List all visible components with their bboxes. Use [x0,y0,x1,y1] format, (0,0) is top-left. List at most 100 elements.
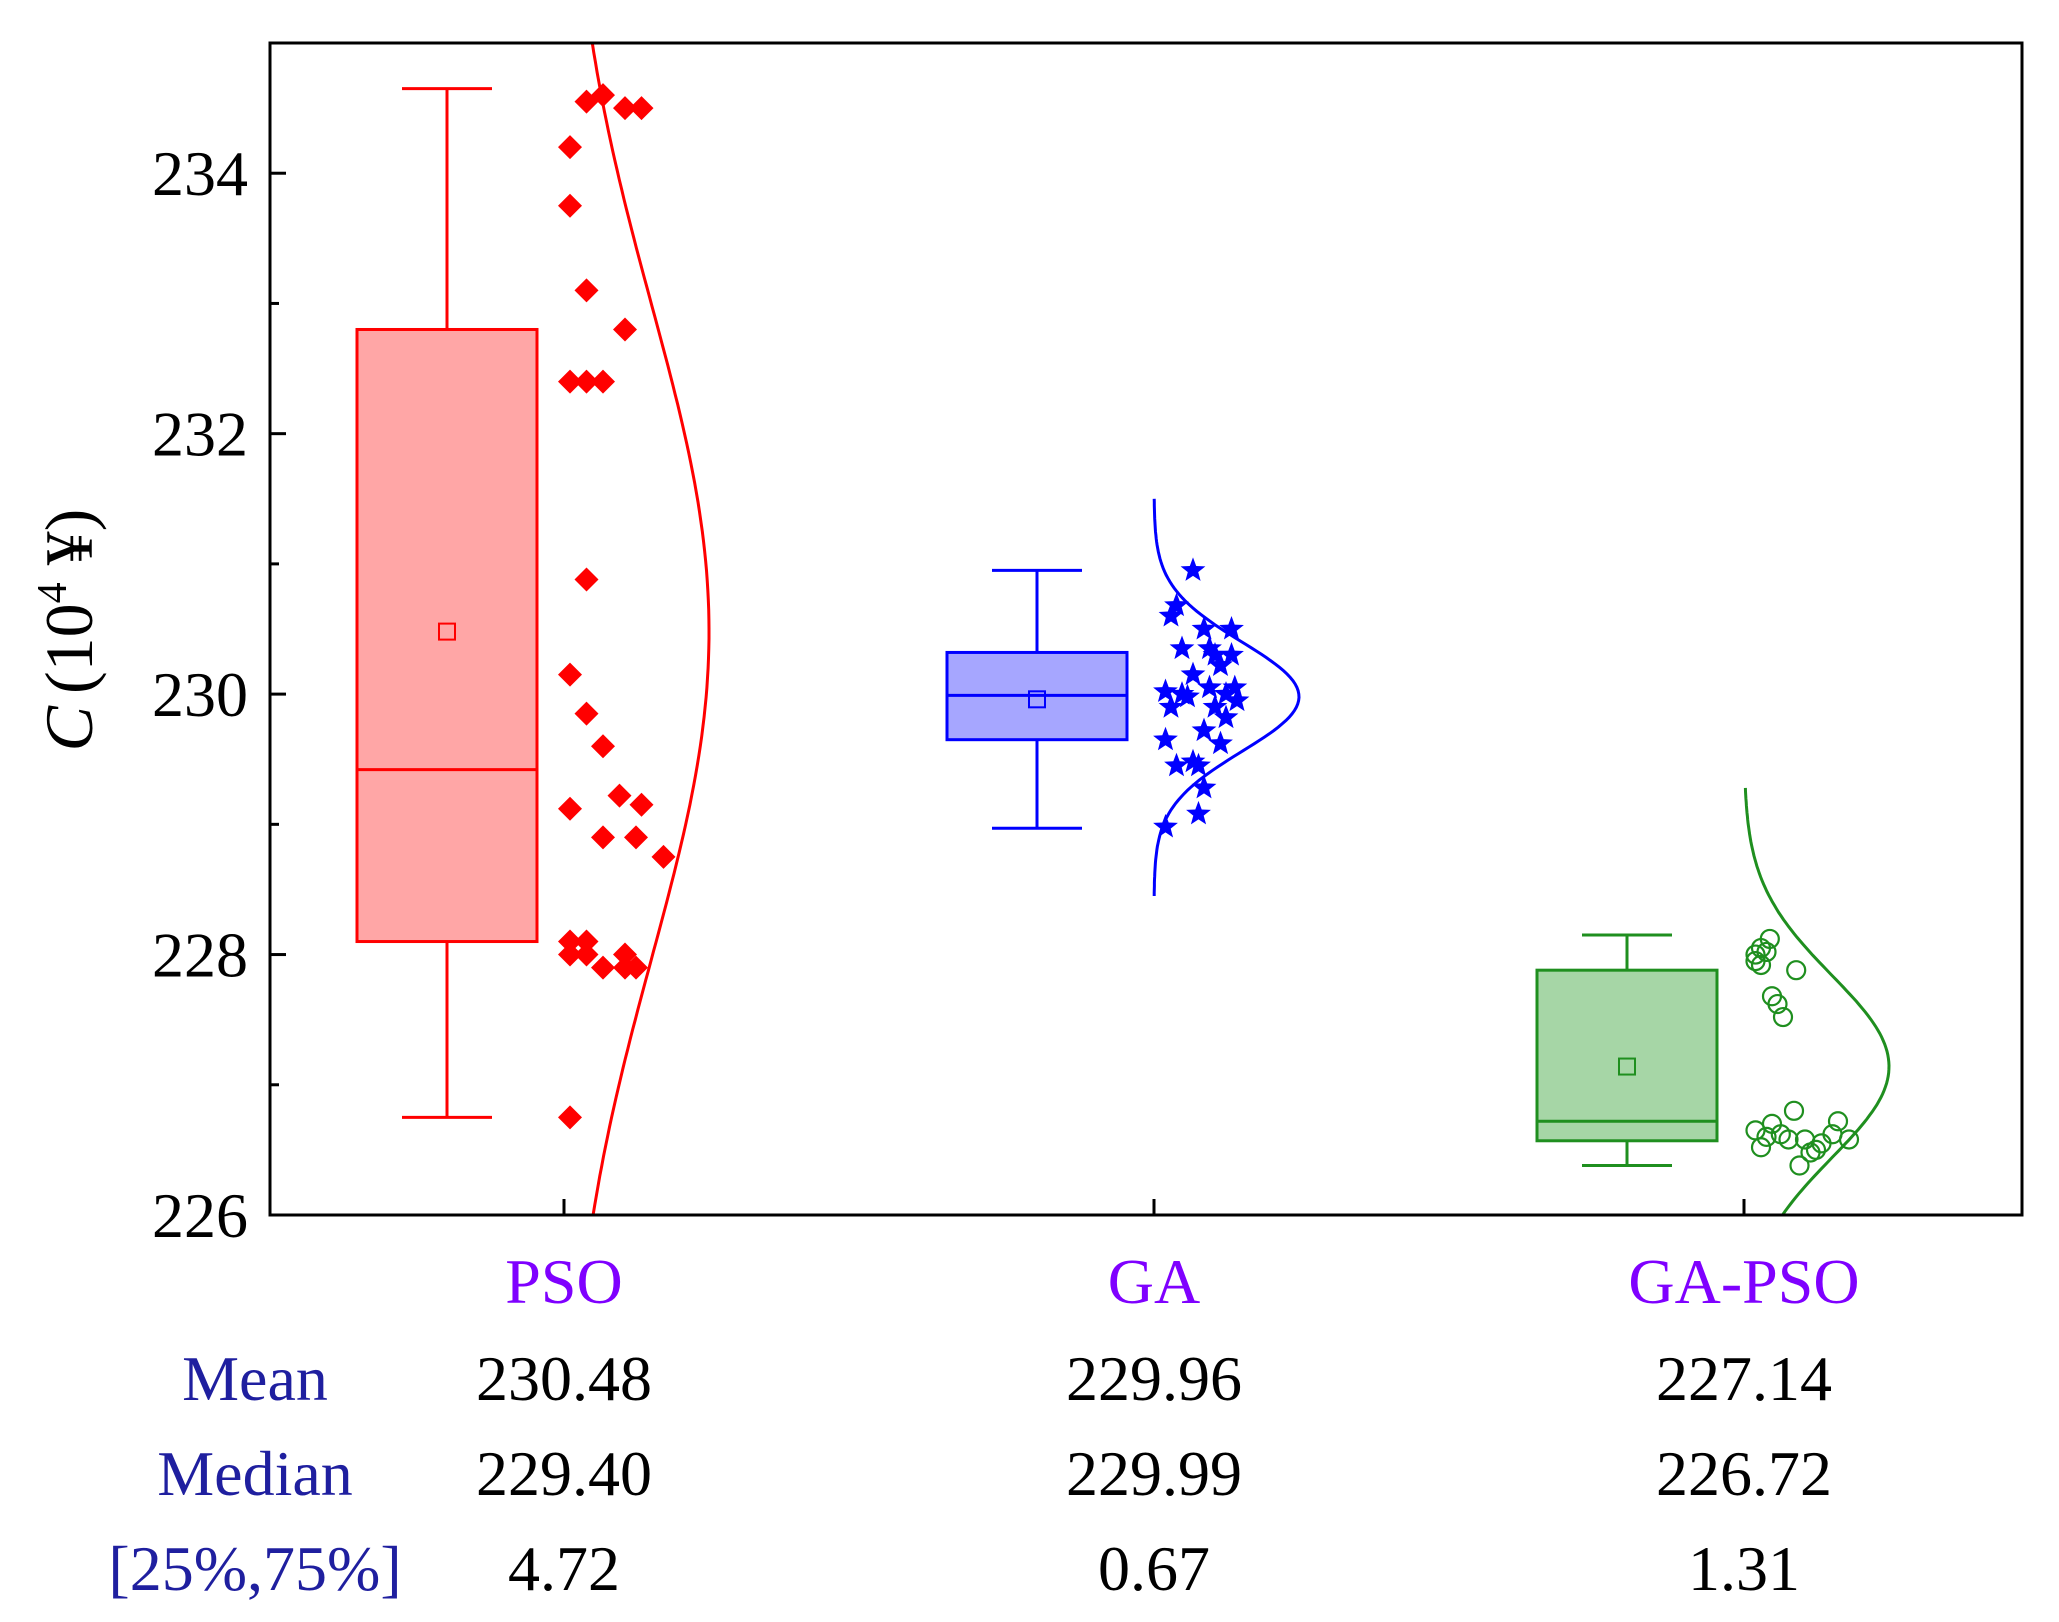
data-point [591,955,615,980]
data-point [558,662,582,687]
data-point [558,1105,582,1130]
data-point [1202,694,1228,718]
stats-value: 229.96 [1066,1343,1242,1414]
data-point [1180,557,1206,581]
normal-curve [590,42,711,1216]
data-point [1153,678,1178,702]
y-axis-label: C (104 ¥) [30,509,107,752]
data-point [558,369,582,394]
data-point [1158,694,1184,718]
data-point [1213,681,1239,705]
box-iqr [355,327,539,944]
data-point [1164,752,1189,777]
box-iqr [1535,968,1719,1143]
data-point [1180,661,1206,686]
data-point [574,929,599,954]
data-point [1783,1100,1805,1121]
data-point [1164,592,1189,617]
data-point [558,796,582,821]
axis-layer: 226 228 230 232 234 [152,41,2024,1251]
data-point [1202,642,1228,666]
data-point [558,135,582,160]
stats-row-label: Mean [182,1343,328,1414]
data-point [591,825,615,850]
stats-value: 0.67 [1098,1533,1210,1604]
y-tick-label: 226 [152,1180,248,1251]
data-point [1756,941,1777,963]
stats-value: 230.48 [476,1343,652,1414]
data-point [1219,642,1244,666]
data-point [1186,800,1211,825]
stats-value: 229.40 [476,1438,652,1509]
data-point [1169,635,1195,660]
y-axis-label-unit-close: ¥) [31,509,107,583]
data-point [1827,1111,1849,1132]
stats-value: 226.72 [1656,1438,1832,1509]
data-point [624,955,648,980]
data-point [613,942,637,967]
x-category-label: PSO [505,1246,622,1317]
data-point [651,844,676,869]
stats-value: 4.72 [508,1533,620,1604]
data-point [591,369,615,394]
data-point [574,278,599,303]
plot-layer [355,42,1891,1216]
data-point [1169,681,1195,705]
mean-marker [1028,690,1046,709]
data-point [1153,813,1178,838]
stats-value: 229.99 [1066,1438,1242,1509]
series-ga [945,498,1301,896]
data-point [1789,1155,1810,1176]
y-tick-label: 228 [152,920,248,991]
data-point [1778,1129,1799,1150]
stats-value: 1.31 [1688,1533,1800,1604]
data-point [1186,752,1211,777]
data-point [1767,993,1788,1015]
data-point [558,942,582,967]
stats-row-label: [25%,75%] [108,1533,401,1604]
x-category-label: GA-PSO [1628,1246,1859,1317]
data-point [1222,674,1248,699]
mean-marker [438,622,456,641]
label-layer: PSO GA GA-PSO C (104 ¥) Mean 230.48 229.96 227.1… [30,509,1860,1604]
data-point [574,567,599,592]
data-point [1153,726,1178,751]
x-category-label: GA [1108,1246,1200,1317]
data-point [1213,704,1239,729]
data-point [574,942,599,967]
y-axis-label-unit: (10 [31,603,107,694]
data-point [1191,774,1217,799]
data-point [1756,1126,1777,1147]
y-tick-label: 234 [152,138,248,209]
data-point [591,734,615,759]
data-point [624,825,648,850]
data-point [1224,687,1250,712]
data-point [1158,603,1184,627]
data-point [1750,1137,1772,1158]
data-point [607,783,632,808]
series-pso [355,42,711,1216]
data-point [1772,1006,1794,1028]
data-point [1197,635,1222,660]
data-point [1208,730,1233,755]
data-point [574,701,599,726]
data-point [574,369,599,394]
data-point [629,792,654,817]
stats-value: 227.14 [1656,1343,1832,1414]
y-axis-label-exponent: 4 [30,582,76,603]
normal-curve [1743,787,1891,1216]
data-point [613,317,637,342]
y-axis-label-symbol: C [31,705,107,751]
data-point [1191,717,1217,742]
data-point [1180,748,1206,773]
data-point [613,96,637,121]
data-point [558,929,582,954]
data-point [558,193,582,218]
data-point [1219,616,1244,640]
data-point [629,96,654,121]
data-point [1786,960,1807,981]
mean-marker [1618,1057,1636,1076]
y-tick-label: 230 [152,659,248,730]
data-point [1191,616,1217,640]
